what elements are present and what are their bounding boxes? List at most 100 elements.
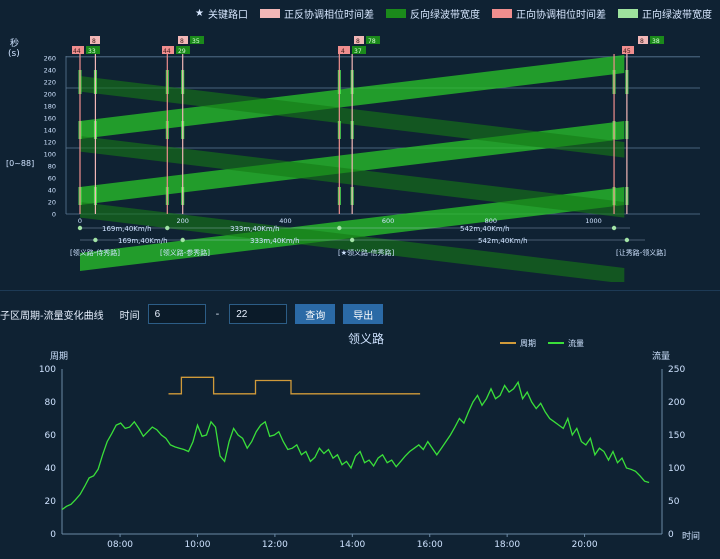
x-tick-label: 0 xyxy=(78,217,82,225)
legend-flow: 流量 xyxy=(568,338,584,348)
legend-forward-phase-diff: 正向协调相位时间差 xyxy=(492,6,606,21)
badge-bg xyxy=(650,36,664,44)
y-right-label: 流量 xyxy=(652,350,670,362)
x-axis-label: 时间 xyxy=(682,530,700,542)
x-tick-labels: 0 200 400 600 800 1000 xyxy=(78,217,602,225)
badge-text: 8 xyxy=(180,38,184,45)
panel-title: 子区周期-流量变化曲线 xyxy=(0,310,104,322)
y-tick-label: 160 xyxy=(44,115,56,123)
legend-forward-band: 正向绿波带宽度 xyxy=(618,6,712,21)
segment-label: 333m,40Km/h xyxy=(250,237,300,245)
y-left-tick: 0 xyxy=(50,530,56,540)
export-button[interactable]: 导出 xyxy=(343,304,384,324)
badge-bg xyxy=(638,36,648,44)
badge-text: 4 xyxy=(341,48,345,55)
x-tick-label: 12:00 xyxy=(262,540,288,550)
badge-text: 8 xyxy=(356,38,360,45)
x-tick-label: 400 xyxy=(279,217,291,225)
x-tick-label: 14:00 xyxy=(339,540,365,550)
y-right-tick: 100 xyxy=(668,464,685,474)
cycle-flow-chart: 领义路 周期 流量 时间 周期 流量 0 20 40 60 80 100 0 50 100 150… xyxy=(39,331,700,550)
badge-text: 29 xyxy=(178,48,186,55)
badge-text: 45 xyxy=(623,48,631,55)
green-wave-bands xyxy=(77,55,630,284)
side-range-label: [0~88] xyxy=(6,159,34,168)
segment-label: 333m,40Km/h xyxy=(230,225,280,233)
badge-bg xyxy=(622,46,634,54)
y-tick-label: 220 xyxy=(44,79,56,87)
y-left-label: 周期 xyxy=(50,351,68,362)
chart-legend: 周期 流量 xyxy=(500,338,584,348)
legend-swatch xyxy=(386,9,406,18)
green-wave-panel: ★ 关键路口 正反协调相位时间差 反向绿波带宽度 正向协调相位时间差 正向绿波带… xyxy=(6,6,712,284)
y-tick-label: 60 xyxy=(48,175,56,183)
badge-bg xyxy=(176,46,190,54)
star-icon: ★ xyxy=(195,8,204,19)
green-wave-diagram: 秒 (s) [0~88] 020406080100120140160180200… xyxy=(6,36,700,284)
legend-swatch xyxy=(618,9,638,18)
y-left-tick: 20 xyxy=(45,497,57,507)
x-tick-label: 800 xyxy=(485,217,497,225)
badge-bg xyxy=(178,36,188,44)
y-tick-label: 40 xyxy=(48,187,56,195)
segment-row-1: 169m,40Km/h 333m,40Km/h 542m,40Km/h xyxy=(80,225,630,233)
badge-bg xyxy=(90,36,100,44)
x-tick-label: 1000 xyxy=(585,217,602,225)
segment-label: 542m,40Km/h xyxy=(460,225,510,233)
badge-text: 35 xyxy=(192,38,200,45)
badge-bg xyxy=(162,46,174,54)
segment-label: 169m,40Km/h xyxy=(118,237,168,245)
y-tick-label: 120 xyxy=(44,139,56,147)
legend-key-intersection: ★ 关键路口 xyxy=(195,6,248,21)
badge-text: 38 xyxy=(652,38,660,45)
y-unit-top: 秒 xyxy=(10,37,19,49)
legend-label: 关键路口 xyxy=(208,10,248,21)
x-tick-label: 20:00 xyxy=(572,540,598,550)
reverse-band xyxy=(80,202,625,284)
end-time-input[interactable] xyxy=(229,304,288,324)
intersection-name: [★领义路-信秀路] xyxy=(338,248,395,257)
y-tick-label: 80 xyxy=(48,163,56,171)
y-right-tick: 50 xyxy=(668,497,680,507)
intersection-name: [让秀路-领义路] xyxy=(616,248,666,257)
x-tick-label: 200 xyxy=(176,217,188,225)
y-tick-label: 100 xyxy=(44,151,56,159)
legend-label: 正向协调相位时间差 xyxy=(516,10,606,21)
green-wave-legend: ★ 关键路口 正反协调相位时间差 反向绿波带宽度 正向协调相位时间差 正向绿波带… xyxy=(195,6,712,21)
legend-phase-diff: 正反协调相位时间差 xyxy=(260,6,374,21)
intersection-badges: 8 44 33 8 35 44 29 8 78 4 37 8 xyxy=(72,36,664,55)
x-tick-label: 600 xyxy=(382,217,394,225)
query-toolbar: 子区周期-流量变化曲线 时间 - 查询 导出 xyxy=(0,301,384,327)
y-left-tick: 80 xyxy=(45,398,57,408)
cycle-flow-panel: 子区周期-流量变化曲线 时间 - 查询 导出 领义路 周期 流量 时间 周期 流… xyxy=(0,290,720,559)
badge-bg xyxy=(354,36,364,44)
y-tick-label: 260 xyxy=(44,55,56,63)
segment-row-2: 169m,40Km/h 333m,40Km/h 542m,40Km/h xyxy=(80,237,645,245)
cycle-line xyxy=(168,376,421,395)
y-left-tick: 40 xyxy=(45,464,57,474)
badge-text: 37 xyxy=(354,48,362,55)
badge-text: 44 xyxy=(73,48,81,55)
y-tick-label: 140 xyxy=(44,127,56,135)
segment-label: 542m,40Km/h xyxy=(478,237,528,245)
x-tick-label: 18:00 xyxy=(494,540,520,550)
time-label: 时间 xyxy=(119,310,140,322)
start-time-input[interactable] xyxy=(147,304,206,324)
segment-label: 169m,40Km/h xyxy=(102,225,152,233)
query-button[interactable]: 查询 xyxy=(295,304,336,324)
flow-line xyxy=(61,380,650,511)
badge-bg xyxy=(86,46,100,54)
y-right-tick: 0 xyxy=(668,530,674,540)
badge-bg xyxy=(366,36,380,44)
y-tick-label: 180 xyxy=(44,103,56,111)
legend-swatch xyxy=(260,9,280,18)
chart-title: 领义路 xyxy=(348,331,384,346)
intersection-lines xyxy=(79,54,628,214)
legend-label: 正向绿波带宽度 xyxy=(642,10,712,21)
y-tick-label: 240 xyxy=(44,67,56,75)
legend-label: 正反协调相位时间差 xyxy=(284,10,374,21)
badge-bg xyxy=(190,36,204,44)
badge-text: 8 xyxy=(92,38,96,45)
flow-axes: 0 20 40 60 80 100 0 50 100 150 200 250 08:00 10:00 12:… xyxy=(39,365,686,550)
y-right-tick: 200 xyxy=(668,398,685,408)
